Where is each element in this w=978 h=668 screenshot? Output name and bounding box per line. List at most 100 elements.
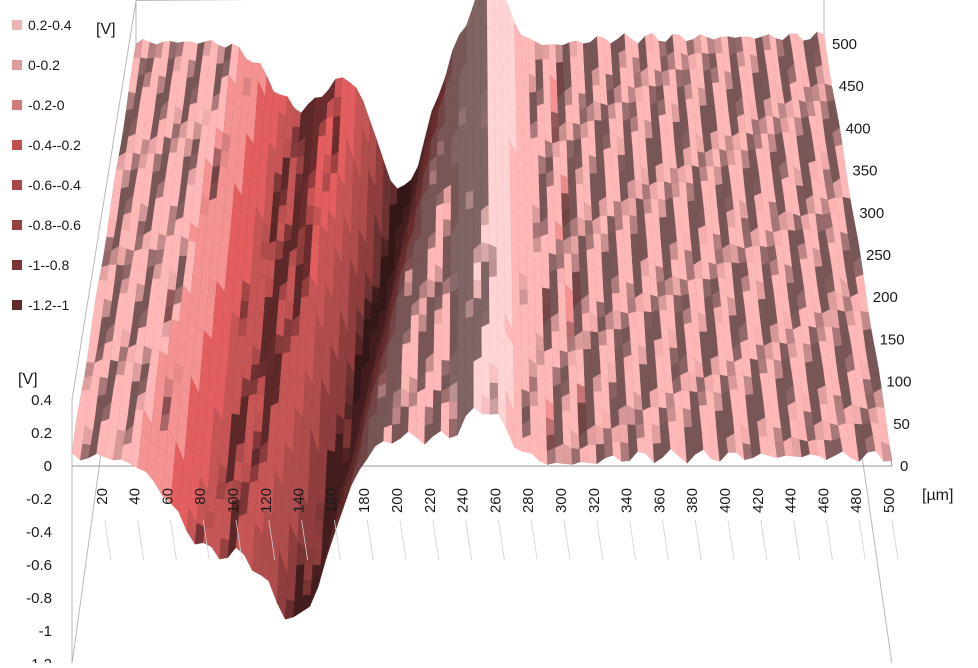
surface-facet bbox=[680, 372, 689, 392]
surface-facet bbox=[322, 174, 330, 192]
surface-facet bbox=[262, 533, 271, 557]
surface-facet bbox=[616, 229, 625, 246]
surface-facet bbox=[296, 156, 304, 174]
surface-facet bbox=[520, 304, 528, 321]
surface-facet bbox=[313, 206, 321, 225]
surface-facet bbox=[302, 595, 311, 612]
x-tick-guide bbox=[170, 520, 176, 560]
surface-facet bbox=[567, 321, 575, 338]
surface-facet bbox=[434, 308, 442, 324]
surface-facet bbox=[606, 74, 614, 91]
surface-facet bbox=[533, 237, 541, 253]
surface-facet bbox=[630, 215, 639, 234]
surface-facet bbox=[314, 535, 323, 551]
surface-facet bbox=[474, 262, 482, 281]
surface-facet bbox=[600, 216, 608, 235]
surface-facet bbox=[285, 600, 294, 620]
legend-swatch bbox=[12, 220, 22, 230]
x-tick-label: 440 bbox=[783, 488, 800, 513]
surface-facet bbox=[277, 300, 286, 319]
surface-facet bbox=[628, 311, 637, 327]
legend-label: -0.6--0.4 bbox=[28, 177, 81, 193]
x-tick-label: 80 bbox=[192, 488, 209, 505]
x-tick-label: 160 bbox=[323, 488, 340, 513]
z-tick-label: -1.2 bbox=[26, 656, 52, 663]
surface-facet bbox=[481, 224, 489, 244]
y-tick-label: 250 bbox=[866, 247, 891, 264]
surface-facet bbox=[419, 297, 427, 315]
x-tick-guide bbox=[498, 520, 504, 560]
surface-facet bbox=[384, 425, 393, 444]
surface-facet bbox=[466, 190, 474, 210]
x-tick-guide bbox=[400, 520, 406, 560]
surface-facet bbox=[608, 103, 616, 119]
z-tick-label: -1 bbox=[39, 623, 52, 640]
surface-facet bbox=[598, 330, 607, 346]
x-tick-guide bbox=[892, 520, 898, 560]
surface-facet bbox=[490, 398, 498, 415]
surface-facet bbox=[552, 141, 560, 157]
surface-facet bbox=[643, 199, 652, 214]
surface-facet bbox=[612, 441, 621, 461]
surface-facet bbox=[657, 281, 666, 297]
surface-facet bbox=[613, 310, 622, 329]
surface-facet bbox=[607, 89, 615, 106]
surface-facet bbox=[624, 355, 633, 373]
x-tick-label: 340 bbox=[619, 488, 636, 513]
x-tick-label: 60 bbox=[159, 488, 176, 505]
x-tick-label: 240 bbox=[455, 488, 472, 513]
surface-facet bbox=[261, 555, 270, 581]
surface-facet bbox=[481, 109, 488, 130]
surface-facet bbox=[587, 248, 595, 264]
y-tick-label: 450 bbox=[839, 78, 864, 95]
surface-facet bbox=[561, 175, 569, 194]
surface-facet bbox=[449, 401, 457, 419]
surface-facet bbox=[593, 85, 601, 104]
z-tick-label: -0.4 bbox=[26, 524, 52, 541]
surface-facet bbox=[425, 407, 433, 426]
x-tick-label: 360 bbox=[651, 488, 668, 513]
surface-facet bbox=[372, 286, 380, 304]
surface-facet bbox=[234, 461, 243, 482]
surface-facet bbox=[404, 283, 412, 297]
surface-facet bbox=[392, 424, 401, 444]
x-tick-guide bbox=[138, 520, 144, 560]
surface-facet bbox=[409, 393, 417, 408]
surface-facet bbox=[343, 434, 351, 449]
surface-facet bbox=[585, 221, 593, 237]
y-tick-label: 350 bbox=[852, 163, 877, 180]
surface-facet bbox=[428, 247, 436, 265]
surface-facet bbox=[441, 416, 449, 438]
surface-facet bbox=[542, 269, 550, 289]
legend-swatch bbox=[12, 20, 22, 30]
surface-facet bbox=[631, 39, 639, 58]
surface-facet bbox=[334, 97, 342, 117]
surface-facet bbox=[589, 155, 597, 174]
x-tick-label: 220 bbox=[422, 488, 439, 513]
surface-facet bbox=[342, 78, 350, 100]
x-tick-guide bbox=[105, 520, 111, 560]
surface-facet bbox=[588, 445, 597, 464]
surface-facet bbox=[304, 565, 313, 581]
surface-facet bbox=[341, 97, 349, 118]
surface-facet bbox=[572, 254, 580, 273]
z-axis-unit: [V] bbox=[18, 371, 38, 388]
surface-facet bbox=[474, 298, 482, 317]
x-tick-label: 100 bbox=[225, 488, 242, 513]
surface-facet bbox=[583, 331, 592, 350]
legend-label: -0.4--0.2 bbox=[28, 137, 81, 153]
surface-facet bbox=[538, 137, 546, 158]
x-tick-label: 260 bbox=[487, 488, 504, 513]
surface-facet bbox=[315, 520, 324, 536]
surface-facet bbox=[642, 276, 651, 295]
surface-facet bbox=[530, 391, 538, 406]
surface-facet bbox=[537, 103, 545, 121]
x-axis-unit: [µm] bbox=[922, 487, 953, 504]
surface-facet bbox=[596, 444, 605, 463]
surface-facet bbox=[325, 135, 333, 156]
surface-facet bbox=[637, 437, 646, 454]
y-tick-label: 500 bbox=[832, 36, 857, 53]
surface-facet bbox=[569, 41, 577, 57]
y-tick-label: 50 bbox=[893, 416, 910, 433]
surface-facet bbox=[545, 140, 553, 158]
